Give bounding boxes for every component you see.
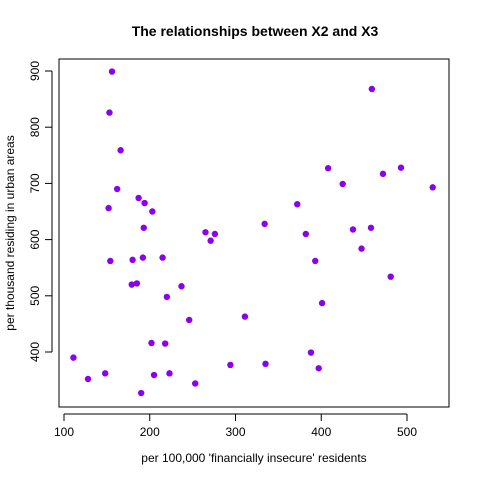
data-point (178, 283, 185, 290)
y-tick-label: 700 (28, 173, 42, 193)
data-point (148, 339, 155, 347)
data-point (429, 184, 436, 191)
data-point (185, 316, 193, 324)
y-tick-label: 800 (28, 117, 42, 137)
y-tick-label: 500 (28, 285, 42, 305)
y-tick-label: 900 (28, 61, 42, 81)
data-point (262, 360, 269, 368)
x-tick-label: 300 (225, 425, 245, 439)
y-axis: 400 500 600 700 800 900 (28, 61, 53, 362)
y-tick-label: 600 (28, 229, 42, 249)
data-point (140, 224, 147, 231)
data-point (108, 68, 116, 75)
data-point (101, 370, 109, 377)
data-points (70, 68, 436, 397)
data-point (191, 380, 199, 387)
data-point (159, 254, 166, 261)
data-point (312, 257, 319, 265)
chart-title: The relationships between X2 and X3 (132, 23, 379, 39)
data-point (166, 370, 173, 377)
data-point (307, 349, 315, 356)
data-point (339, 180, 346, 188)
data-point (107, 257, 114, 265)
plot-area-border (58, 58, 450, 408)
data-point (117, 147, 124, 154)
data-point (324, 165, 332, 172)
data-point (137, 389, 145, 397)
data-point (141, 199, 148, 207)
x-tick-label: 100 (54, 425, 74, 439)
data-point (149, 208, 156, 215)
data-point (113, 185, 121, 193)
data-point (105, 204, 112, 212)
data-point (227, 361, 234, 369)
data-point (302, 230, 310, 238)
x-tick-label: 400 (311, 425, 331, 439)
data-point (207, 237, 214, 244)
data-point (261, 220, 268, 228)
data-point (349, 226, 357, 233)
data-point (211, 230, 219, 238)
data-point (70, 354, 77, 361)
data-point (241, 313, 249, 320)
data-point (368, 85, 376, 93)
y-tick-label: 400 (28, 342, 42, 362)
x-tick-label: 500 (397, 425, 417, 439)
y-axis-label: per thousand residing in urban areas (3, 135, 17, 330)
data-point (133, 280, 141, 287)
x-tick-label: 200 (140, 425, 160, 439)
data-point (315, 365, 322, 372)
data-point (106, 109, 113, 116)
data-point (318, 299, 326, 307)
data-point (202, 229, 209, 236)
data-point (161, 340, 169, 347)
x-axis-label: per 100,000 'financially insecure' resid… (141, 451, 366, 465)
data-point (84, 375, 92, 383)
data-point (139, 254, 147, 261)
data-point (397, 164, 405, 171)
data-point (367, 224, 375, 231)
data-point (379, 170, 387, 178)
data-point (128, 281, 135, 288)
data-point (358, 245, 365, 252)
data-point (150, 371, 158, 379)
data-point (294, 200, 301, 208)
data-point (387, 273, 394, 280)
data-point (135, 194, 142, 202)
data-point (163, 293, 171, 301)
data-point (129, 256, 136, 264)
x-axis: 100 200 300 400 500 (54, 413, 417, 439)
